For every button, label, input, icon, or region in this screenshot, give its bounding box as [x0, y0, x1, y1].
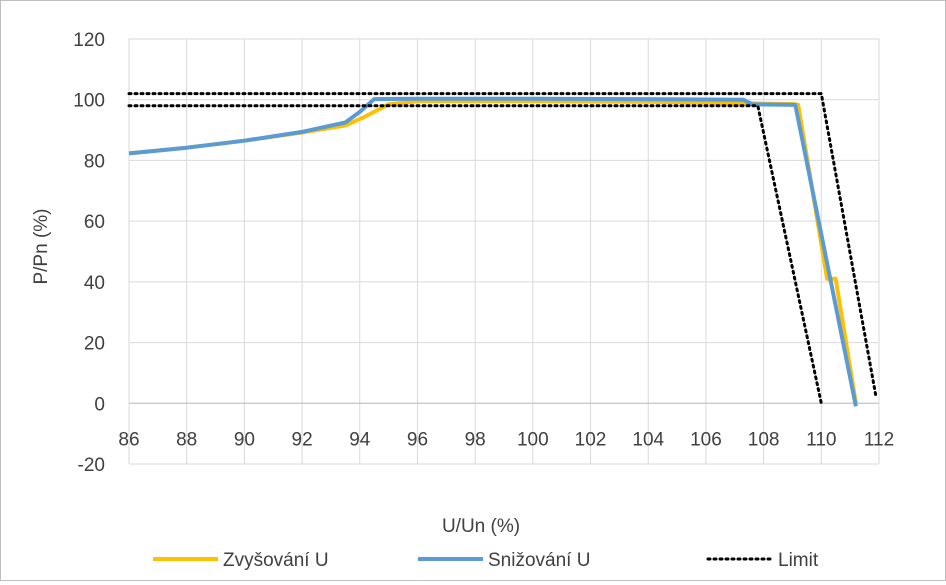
y-tick-label: 100 [73, 91, 105, 112]
tick-labels: -20 0 20 40 60 80 100 120 86 88 90 92 94 96 98 100 102 10… [73, 30, 894, 476]
x-tick-label: 90 [234, 429, 255, 450]
legend-label: Limit [778, 550, 819, 571]
x-axis-title: U/Un (%) [442, 516, 520, 537]
x-tick-label: 100 [517, 429, 549, 450]
series-line-snizovani-u [128, 96, 858, 407]
x-tick-label: 86 [118, 429, 139, 450]
legend-label: Snižování U [488, 550, 590, 571]
x-tick-label: 110 [806, 429, 836, 450]
x-tick-label: 102 [575, 429, 607, 450]
y-tick-label: 80 [84, 151, 105, 172]
x-tick-label: 106 [690, 429, 722, 450]
legend-label: Zvyšování U [223, 550, 329, 571]
x-tick-label: 92 [292, 429, 313, 450]
y-tick-label: 60 [84, 212, 105, 233]
series-line-limit [127, 92, 878, 399]
series-line-zvysovani-u [128, 99, 858, 404]
x-tick-label: 88 [176, 429, 197, 450]
legend-entry-snizovani-u: Snižování U [418, 550, 590, 571]
legend-entry-zvysovani-u: Zvyšování U [153, 550, 329, 571]
series-line-limit [127, 104, 823, 405]
y-axis-title: P/Pn (%) [31, 208, 52, 284]
series-layer [127, 92, 878, 407]
y-tick-label: 120 [73, 30, 105, 51]
legend: Zvyšování U Snižování U Limit [153, 550, 819, 571]
x-tick-label: 108 [748, 429, 780, 450]
x-tick-label: 98 [465, 429, 486, 450]
legend-entry-limit: Limit [706, 550, 819, 571]
y-tick-label: 40 [84, 273, 105, 294]
x-tick-label: 96 [407, 429, 428, 450]
x-tick-label: 94 [349, 429, 371, 450]
x-tick-label: 112 [864, 429, 894, 450]
x-tick-label: 104 [632, 429, 664, 450]
y-tick-label: 0 [94, 394, 105, 415]
y-tick-label: 20 [84, 334, 105, 355]
y-tick-label: -20 [78, 455, 105, 476]
